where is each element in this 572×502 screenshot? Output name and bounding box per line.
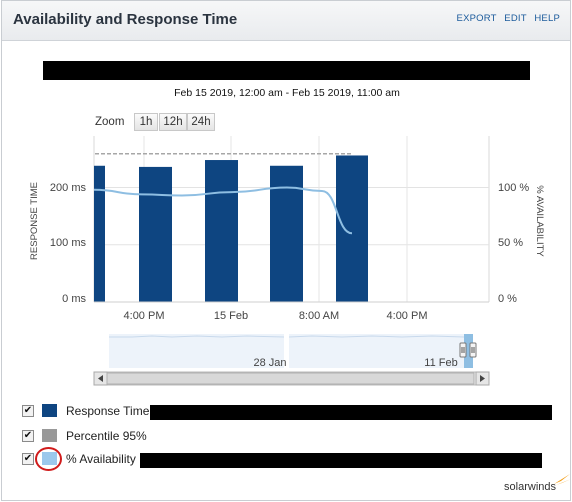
y-right-tick-50: 50 % [498,237,523,249]
availability-line [93,186,353,235]
navigator-scrollbar[interactable] [93,371,490,386]
response-time-bar-5 [336,155,368,302]
zoom-label: Zoom [95,116,125,128]
edit-link[interactable]: EDIT [504,13,527,24]
redacted-legend-text-1 [150,405,552,420]
y-axis-right-title: % AVAILABILITY [534,185,545,257]
solarwinds-flare-icon [554,474,571,485]
x-tick-label-3: 8:00 AM [299,310,339,322]
date-range-subtitle: Feb 15 2019, 12:00 am - Feb 15 2019, 11:… [174,87,400,99]
response-time-checkbox[interactable]: ✔ [22,405,34,417]
response-time-bar-2 [139,166,172,302]
response-time-bar-3 [205,160,238,302]
availability-response-chart: RESPONSE TIME % AVAILABILITY 0 ms 100 ms… [29,136,545,386]
response-time-bar-1 [94,165,105,302]
navigator-label-11-feb: 11 Feb [424,357,457,369]
percentile-checkbox[interactable]: ✔ [22,430,34,442]
header-links: EXPORT EDIT HELP [452,13,560,24]
percentile-swatch [42,429,57,442]
panel-title: Availability and Response Time [13,11,238,28]
panel-header: Availability and Response Time EXPORT ED… [2,1,570,41]
help-link[interactable]: HELP [534,13,560,24]
response-time-bar-4 [270,165,303,302]
y-axis-left-title: RESPONSE TIME [29,182,40,260]
zoom-1h-button[interactable]: 1h [134,113,158,131]
response-time-swatch [42,404,57,417]
y-left-tick-100: 100 ms [50,237,87,249]
scroll-left-button[interactable] [93,371,108,386]
scroll-right-button[interactable] [475,371,490,386]
highlight-circle-annotation [35,447,62,471]
navigator-label-28-jan: 28 Jan [253,357,286,369]
zoom-24h-button[interactable]: 24h [187,113,215,131]
navigator-left-handle[interactable] [459,342,467,358]
y-right-tick-0: 0 % [498,293,517,305]
availability-checkbox[interactable]: ✔ [22,453,34,465]
scroll-thumb[interactable] [106,372,475,385]
redacted-title-bar [43,61,530,80]
x-tick-label-4: 4:00 PM [387,310,428,322]
y-right-tick-100: 100 % [498,182,529,194]
legend-label-percentile: Percentile 95% [66,429,147,443]
navigator[interactable]: 28 Jan 11 Feb [94,330,489,370]
y-left-tick-0: 0 ms [62,293,86,305]
export-link[interactable]: EXPORT [456,13,497,24]
solarwinds-logo: solarwinds [504,474,571,493]
navigator-right-handle[interactable] [469,342,477,358]
x-tick-label-1: 4:00 PM [124,310,165,322]
zoom-12h-button[interactable]: 12h [159,113,187,131]
x-tick-label-2: 15 Feb [214,310,248,322]
legend-label-availability: % Availability [66,452,136,466]
redacted-legend-text-2 [140,453,542,468]
y-left-tick-200: 200 ms [50,182,87,194]
legend-label-response-time: Response Time [66,404,150,418]
